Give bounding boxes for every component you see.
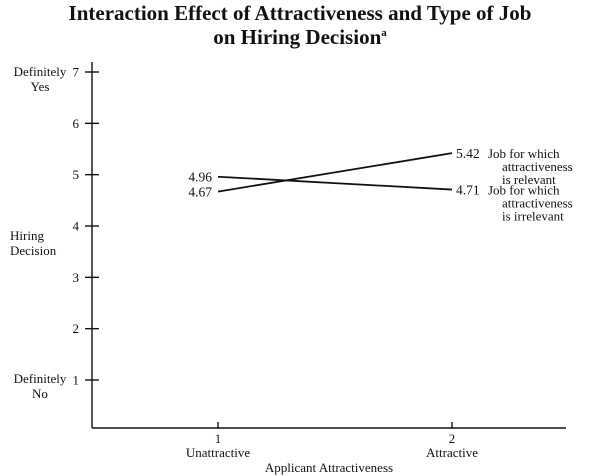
y-bottom-label-line-2: No xyxy=(32,386,48,401)
series-name-label: attractiveness xyxy=(502,159,573,174)
y-top-label-line-2: Yes xyxy=(31,79,50,94)
series-name-label: is irrelevant xyxy=(502,209,564,224)
series-line-2 xyxy=(217,175,453,191)
data-label-left: 4.96 xyxy=(188,170,212,185)
x-category-label: Attractive xyxy=(426,445,478,460)
y-tick-label: 2 xyxy=(73,321,80,336)
x-tick-label: 1 xyxy=(215,431,222,446)
y-tick-label: 5 xyxy=(73,167,80,182)
series-name-label: is relevant xyxy=(502,172,556,187)
chart-title-line-2: on Hiring Decisiona xyxy=(213,25,387,49)
x-tick-label: 2 xyxy=(449,431,456,446)
y-axis-title-line-2: Decision xyxy=(10,243,57,258)
series-name-label: attractiveness xyxy=(502,196,573,211)
chart-title-superscript: a xyxy=(381,27,387,39)
x-axis-title: Applicant Attractiveness xyxy=(265,460,393,475)
y-tick-label: 1 xyxy=(73,373,80,388)
y-axis-title-line-1: Hiring xyxy=(10,228,44,243)
chart-title-line-1: Interaction Effect of Attractiveness and… xyxy=(69,1,532,25)
data-label-right: 4.71 xyxy=(456,183,480,198)
y-tick-label: 7 xyxy=(73,65,80,80)
y-tick-label: 4 xyxy=(73,219,80,234)
series-name-label: Job for which xyxy=(488,183,560,198)
y-tick-label: 3 xyxy=(73,270,80,285)
series-line-1 xyxy=(217,152,453,193)
chart-title-line-2-text: on Hiring Decision xyxy=(213,25,381,49)
data-label-right: 5.42 xyxy=(456,146,480,161)
data-label-left: 4.67 xyxy=(188,185,212,200)
y-bottom-label-line-1: Definitely xyxy=(14,371,67,386)
y-tick-label: 6 xyxy=(73,116,80,131)
series-name-label: Job for which xyxy=(488,146,560,161)
x-category-label: Unattractive xyxy=(186,445,250,460)
y-top-label-line-1: Definitely xyxy=(14,64,67,79)
y-ticks: 1 2 3 4 5 6 7 xyxy=(73,65,99,388)
